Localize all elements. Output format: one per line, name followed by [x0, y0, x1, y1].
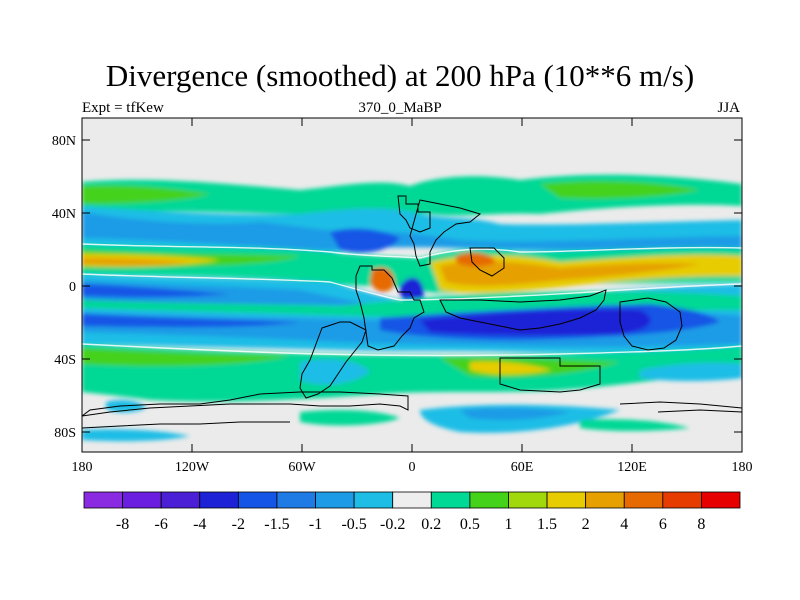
colorbar-box [701, 491, 741, 509]
field-band [300, 410, 400, 426]
zero-contour [82, 273, 742, 301]
colorbar: -8 -6 -4 -2 -1.5 -1 -0.5 -0.2 0.2 0.5 1 1.5 2 4 6 8 [83, 491, 741, 533]
lat-label: 40S [54, 353, 76, 368]
season-label: JJA [717, 100, 740, 116]
colorbar-label: -1.5 [264, 516, 289, 533]
colorbar-box [392, 491, 432, 509]
field-band [82, 212, 742, 250]
field-band [82, 185, 210, 204]
colorbar-label: -6 [155, 516, 168, 533]
coastline-africa [355, 265, 425, 351]
colorbar-box [237, 491, 278, 509]
colorbar-label: -1 [309, 516, 322, 533]
field-band [82, 280, 380, 305]
colorbar-box [160, 491, 201, 509]
field-band [400, 277, 424, 303]
colorbar-label: -0.2 [380, 516, 405, 533]
run-label: 370_0_MaBP [358, 100, 442, 116]
lat-label: 80N [52, 134, 76, 149]
colorbar-box [353, 491, 394, 509]
colorbar-box [430, 491, 471, 509]
colorbar-box [315, 491, 355, 509]
colorbar-label: 1 [504, 516, 512, 533]
field-band [440, 261, 700, 286]
field-band [470, 361, 552, 375]
lat-label: 40N [52, 207, 76, 222]
lon-label: 180 [732, 460, 753, 475]
plot-title: Divergence (smoothed) at 200 hPa (10**6 … [105, 58, 695, 93]
colorbar-box [585, 491, 625, 509]
colorbar-box [508, 491, 548, 509]
field-band [540, 181, 700, 199]
colorbar-box [546, 491, 587, 509]
colorbar-label: 1.5 [537, 516, 557, 533]
colorbar-box [83, 491, 123, 509]
colorbar-label: 8 [697, 516, 705, 533]
coastline-asia [409, 199, 482, 267]
field-band [330, 228, 400, 253]
colorbar-label: -8 [116, 516, 129, 533]
field-band [420, 309, 651, 336]
field-band [82, 314, 300, 328]
zero-contour [82, 343, 742, 357]
colorbar-box [623, 491, 664, 509]
coastline-australia [619, 297, 683, 351]
colorbar-label: -2 [232, 516, 245, 533]
experiment-label: Expt = tfKew [82, 100, 164, 116]
coastline-antarctica-east [82, 401, 742, 429]
field-band [460, 407, 570, 420]
coastline-europe [397, 195, 431, 233]
colorbar-label: 2 [582, 516, 590, 533]
colorbar-box [662, 491, 702, 509]
colorbar-label: 6 [659, 516, 667, 533]
colorbar-label: -4 [193, 516, 206, 533]
coastline-antarctica [82, 391, 409, 417]
field-band [82, 348, 290, 366]
divergence-field [82, 118, 742, 452]
field-band [82, 429, 190, 442]
lon-label: 60W [288, 460, 316, 475]
zero-contour [82, 243, 742, 259]
colorbar-label: 4 [620, 516, 628, 533]
colorbar-label: -0.5 [341, 516, 366, 533]
lon-label: 180 [72, 460, 93, 475]
coastline-se-blocks [499, 357, 601, 393]
coastline-east-land [439, 289, 607, 331]
lon-label: 0 [409, 460, 416, 475]
lat-label: 0 [69, 280, 76, 295]
colorbar-label: 0.5 [460, 516, 480, 533]
field-band [580, 419, 690, 431]
colorbar-box [469, 491, 509, 509]
field-band [456, 252, 496, 267]
field-band [82, 258, 190, 266]
field-band [640, 362, 742, 381]
lon-label: 120W [175, 460, 210, 475]
lon-label: 60E [511, 460, 534, 475]
lon-label: 120E [617, 460, 647, 475]
field-band [300, 359, 370, 385]
lat-label: 80S [54, 426, 76, 441]
colorbar-label: 0.2 [421, 516, 441, 533]
coastline-arabia [469, 247, 505, 277]
coastline-south-america [299, 321, 367, 399]
colorbar-box [276, 491, 316, 509]
field-band [82, 284, 230, 298]
colorbar-box [122, 491, 162, 509]
colorbar-box [199, 491, 239, 509]
